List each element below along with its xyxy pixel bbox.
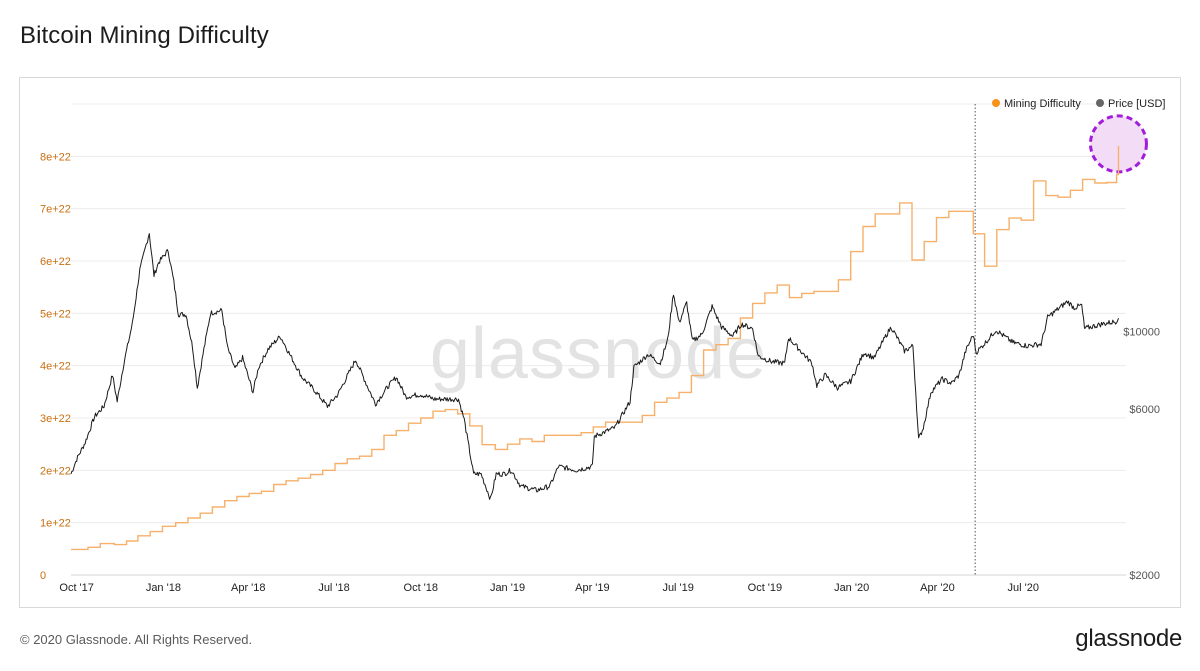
y-right-tick-label: $6000 xyxy=(1129,404,1160,416)
chart-frame: glassnode 0 1e+22 2e+22 3e+22 4e+22 5e+22 6e+22… xyxy=(19,77,1181,608)
difficulty-price-chart: glassnode 0 1e+22 2e+22 3e+22 4e+22 5e+22 6e+22… xyxy=(40,98,1165,594)
watermark-text: glassnode xyxy=(430,314,767,394)
x-tick-label: Jan '19 xyxy=(490,582,525,594)
y-left-tick-label: 4e+22 xyxy=(40,361,71,373)
x-tick-label: Jul '20 xyxy=(1008,582,1039,594)
legend-price-marker xyxy=(1096,99,1104,107)
y-left-tick-label: 0 xyxy=(40,570,46,582)
x-tick-label: Oct '19 xyxy=(748,582,783,594)
brand-logo[interactable]: glassnode xyxy=(1075,625,1182,652)
legend-difficulty-label: Mining Difficulty xyxy=(1004,98,1081,110)
y-left-tick-label: 1e+22 xyxy=(40,518,71,530)
legend-price-label: Price [USD] xyxy=(1108,98,1165,110)
y-left-tick-label: 7e+22 xyxy=(40,204,71,216)
y-left-tick-label: 8e+22 xyxy=(40,151,71,163)
price-series-line xyxy=(70,233,1119,500)
x-tick-label: Jul '19 xyxy=(662,582,693,594)
page-title: Bitcoin Mining Difficulty xyxy=(20,22,269,49)
x-tick-label: Apr '20 xyxy=(920,582,955,594)
y-right-tick-label: $2000 xyxy=(1129,570,1160,582)
x-tick-label: Jul '18 xyxy=(318,582,349,594)
difficulty-series-line xyxy=(71,145,1120,551)
x-tick-label: Jan '20 xyxy=(834,582,869,594)
x-tick-label: Jan '18 xyxy=(146,582,181,594)
y-left-tick-label: 6e+22 xyxy=(40,256,71,268)
x-tick-label: Oct '17 xyxy=(59,582,94,594)
y-left-tick-label: 2e+22 xyxy=(40,465,71,477)
x-tick-label: Oct '18 xyxy=(404,582,439,594)
x-tick-label: Apr '18 xyxy=(231,582,266,594)
y-left-tick-label: 3e+22 xyxy=(40,413,71,425)
copyright-notice: © 2020 Glassnode. All Rights Reserved. xyxy=(20,632,253,647)
x-tick-label: Apr '19 xyxy=(575,582,610,594)
legend-difficulty-marker xyxy=(992,99,1000,107)
y-left-tick-label: 5e+22 xyxy=(40,308,71,320)
y-right-tick-label: $10000 xyxy=(1123,327,1160,339)
